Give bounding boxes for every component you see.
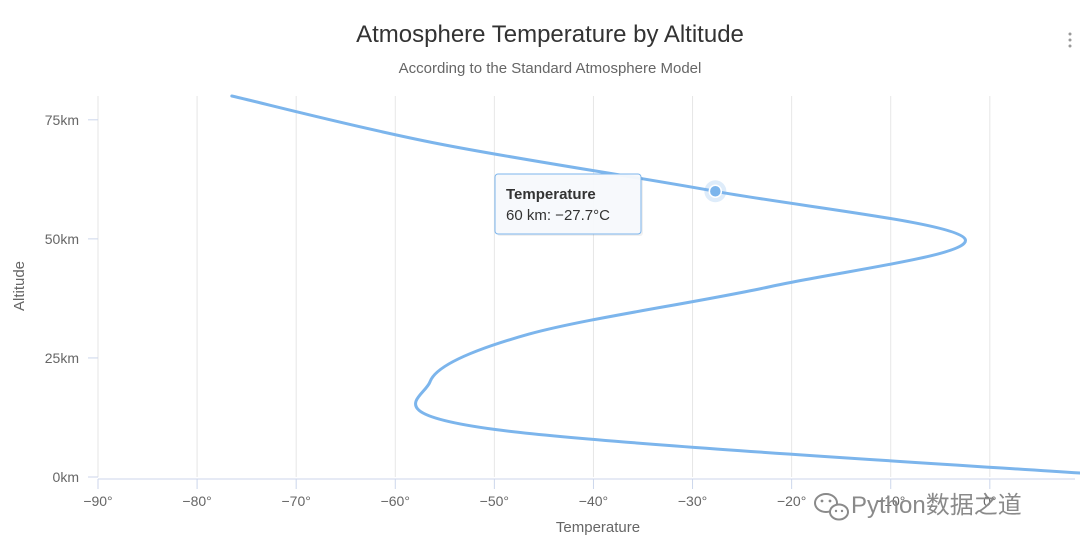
tooltip-box xyxy=(494,173,642,235)
x-tick-label: −50° xyxy=(480,493,509,509)
x-tick-label: −70° xyxy=(282,493,311,509)
x-tick-label: −10° xyxy=(876,493,905,509)
y-tick-label: 50km xyxy=(45,231,79,247)
y-tick-label: 25km xyxy=(45,350,79,366)
x-tick-label: −80° xyxy=(182,493,211,509)
x-tick-label: −90° xyxy=(83,493,112,509)
x-tick-label: −20° xyxy=(777,493,806,509)
series-markers xyxy=(704,180,727,203)
menu-dot xyxy=(1068,44,1072,48)
x-axis-title: Temperature xyxy=(556,519,640,536)
y-axis-title: Altitude xyxy=(11,261,28,311)
y-tick-label: 75km xyxy=(45,112,79,128)
watermark-text: Python数据之道 xyxy=(851,492,1022,519)
menu-dot xyxy=(1068,38,1072,42)
hover-point-marker[interactable] xyxy=(708,184,723,198)
x-axis-ticks: −90° −80° −70° −60° −50° −40° −30° −20° −10° 0° xyxy=(83,479,997,509)
grid xyxy=(97,96,991,477)
y-axis-ticks: 0km 25km 50km 75km xyxy=(45,112,98,485)
menu-dot xyxy=(1068,32,1072,36)
tooltip-series-name: Temperature xyxy=(506,186,596,203)
menu-button[interactable] xyxy=(1068,32,1072,48)
tooltip: Temperature 60 km: −27.7°C xyxy=(494,173,643,236)
y-tick-label: 0km xyxy=(53,469,79,485)
series-line-temperature[interactable] xyxy=(230,94,1080,477)
x-tick-label: −60° xyxy=(381,493,410,509)
x-tick-label: −30° xyxy=(678,493,707,509)
watermark: Python数据之道 xyxy=(814,492,1022,521)
tooltip-value: 60 km: −27.7°C xyxy=(506,207,610,224)
chart-title: Atmosphere Temperature by Altitude xyxy=(356,21,744,48)
x-tick-label: −40° xyxy=(579,493,608,509)
chart-subtitle: According to the Standard Atmosphere Mod… xyxy=(399,60,702,77)
x-tick-label: 0° xyxy=(983,493,996,509)
wechat-logo-icon xyxy=(814,493,849,521)
